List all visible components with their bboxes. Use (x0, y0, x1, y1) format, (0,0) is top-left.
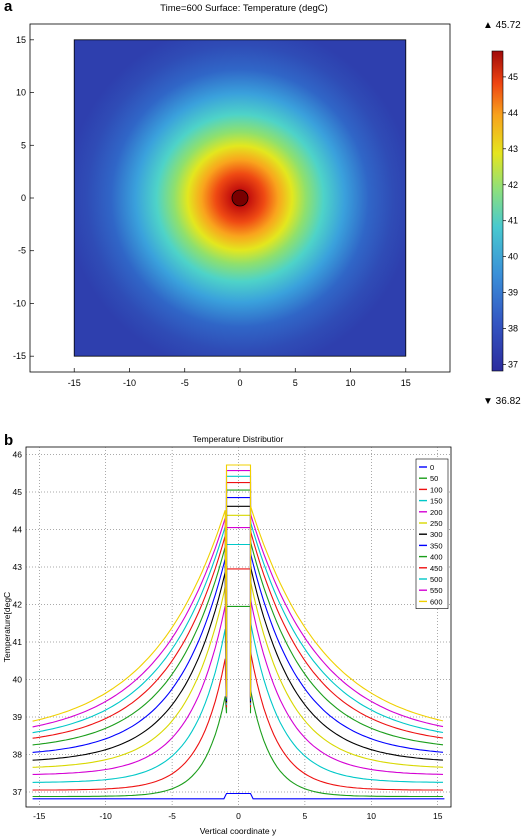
x-tick-label: 10 (367, 811, 377, 821)
x-tick-label: -10 (100, 811, 113, 821)
x-tick-label: 15 (433, 811, 443, 821)
legend-label: 0 (430, 463, 434, 472)
series-line-0 (32, 792, 445, 800)
colorbar-tick-label: 41 (508, 216, 518, 226)
series-line-600 (32, 464, 444, 722)
surface-plot: Time=600 Surface: Temperature (degC) -15… (13, 3, 521, 407)
legend-label: 50 (430, 474, 438, 483)
y-tick-label: 40 (13, 675, 23, 685)
legend-label: 500 (430, 575, 443, 584)
panel-a-label: a (4, 0, 13, 15)
line-plot: Temperature Distributior -15 -10 -5 0 5 10 15 … (2, 434, 452, 836)
y-tick-label: 37 (13, 787, 23, 797)
y-tick-label: 39 (13, 712, 23, 722)
colorbar-max-label: ▲ 45.72 (483, 20, 521, 31)
series-line-250 (32, 514, 444, 768)
x-tick-label: 0 (237, 378, 242, 388)
plot-a-title: Time=600 Surface: Temperature (degC) (160, 3, 328, 14)
colorbar-tick-label: 44 (508, 108, 518, 118)
legend-label: 550 (430, 586, 443, 595)
y-tick-label: 5 (21, 140, 26, 150)
series-line-100 (32, 568, 444, 791)
y-tick-label: 10 (16, 88, 26, 98)
colorbar-tick-label: 38 (508, 324, 518, 334)
colorbar-tick-label: 37 (508, 360, 518, 370)
y-tick-label: -5 (18, 246, 26, 256)
series-line-450 (32, 482, 444, 739)
legend-label: 200 (430, 508, 443, 517)
colorbar-tick-label: 42 (508, 180, 518, 190)
x-tick-label: 0 (236, 811, 241, 821)
y-tick-label: 45 (13, 487, 23, 497)
colorbar-tick-label: 39 (508, 288, 518, 298)
legend-label: 100 (430, 485, 443, 494)
legend-label: 450 (430, 564, 443, 573)
series-line-300 (32, 505, 444, 761)
y-tick-label: -10 (13, 298, 26, 308)
legend-label: 350 (430, 541, 443, 550)
y-tick-label: 0 (21, 193, 26, 203)
series-line-550 (32, 470, 444, 728)
series-line-200 (32, 527, 444, 775)
y-tick-label: 44 (13, 525, 23, 535)
x-tick-label: -15 (68, 378, 81, 388)
legend-label: 400 (430, 553, 443, 562)
panel-b-label: b (4, 432, 14, 449)
legend-label: 250 (430, 519, 443, 528)
colorbar-tick-label: 40 (508, 252, 518, 262)
y-tick-label: -15 (13, 351, 26, 361)
y-tick-label: 42 (13, 600, 23, 610)
x-tick-label: -10 (123, 378, 136, 388)
colorbar-min-label: ▼ 36.82 (483, 396, 521, 407)
y-axis-label: Temperature[degC (2, 592, 12, 662)
x-tick-label: 5 (303, 811, 308, 821)
legend-label: 600 (430, 597, 443, 606)
x-tick-label: -5 (168, 811, 176, 821)
colorbar (491, 50, 504, 372)
x-tick-label: -5 (181, 378, 189, 388)
x-tick-label: 5 (293, 378, 298, 388)
colorbar-tick-label: 43 (508, 144, 518, 154)
y-tick-label: 46 (13, 450, 23, 460)
y-tick-label: 38 (13, 750, 23, 760)
x-tick-label: -15 (33, 811, 46, 821)
x-tick-label: 10 (346, 378, 356, 388)
series-line-350 (32, 497, 444, 753)
series-line-150 (32, 543, 443, 783)
y-tick-label: 15 (16, 35, 26, 45)
heat-source-marker (231, 189, 249, 207)
x-tick-label: 15 (401, 378, 411, 388)
series-line-400 (32, 489, 444, 746)
plot-b-title: Temperature Distributior (193, 434, 284, 444)
colorbar-tick-label: 45 (508, 72, 518, 82)
legend-label: 150 (430, 497, 443, 506)
x-axis-label: Vertical coordinate y (200, 826, 277, 836)
series-line-500 (32, 475, 444, 734)
y-tick-label: 43 (13, 562, 23, 572)
legend-label: 300 (430, 530, 443, 539)
y-tick-label: 41 (13, 637, 23, 647)
series-line-50 (32, 605, 443, 798)
